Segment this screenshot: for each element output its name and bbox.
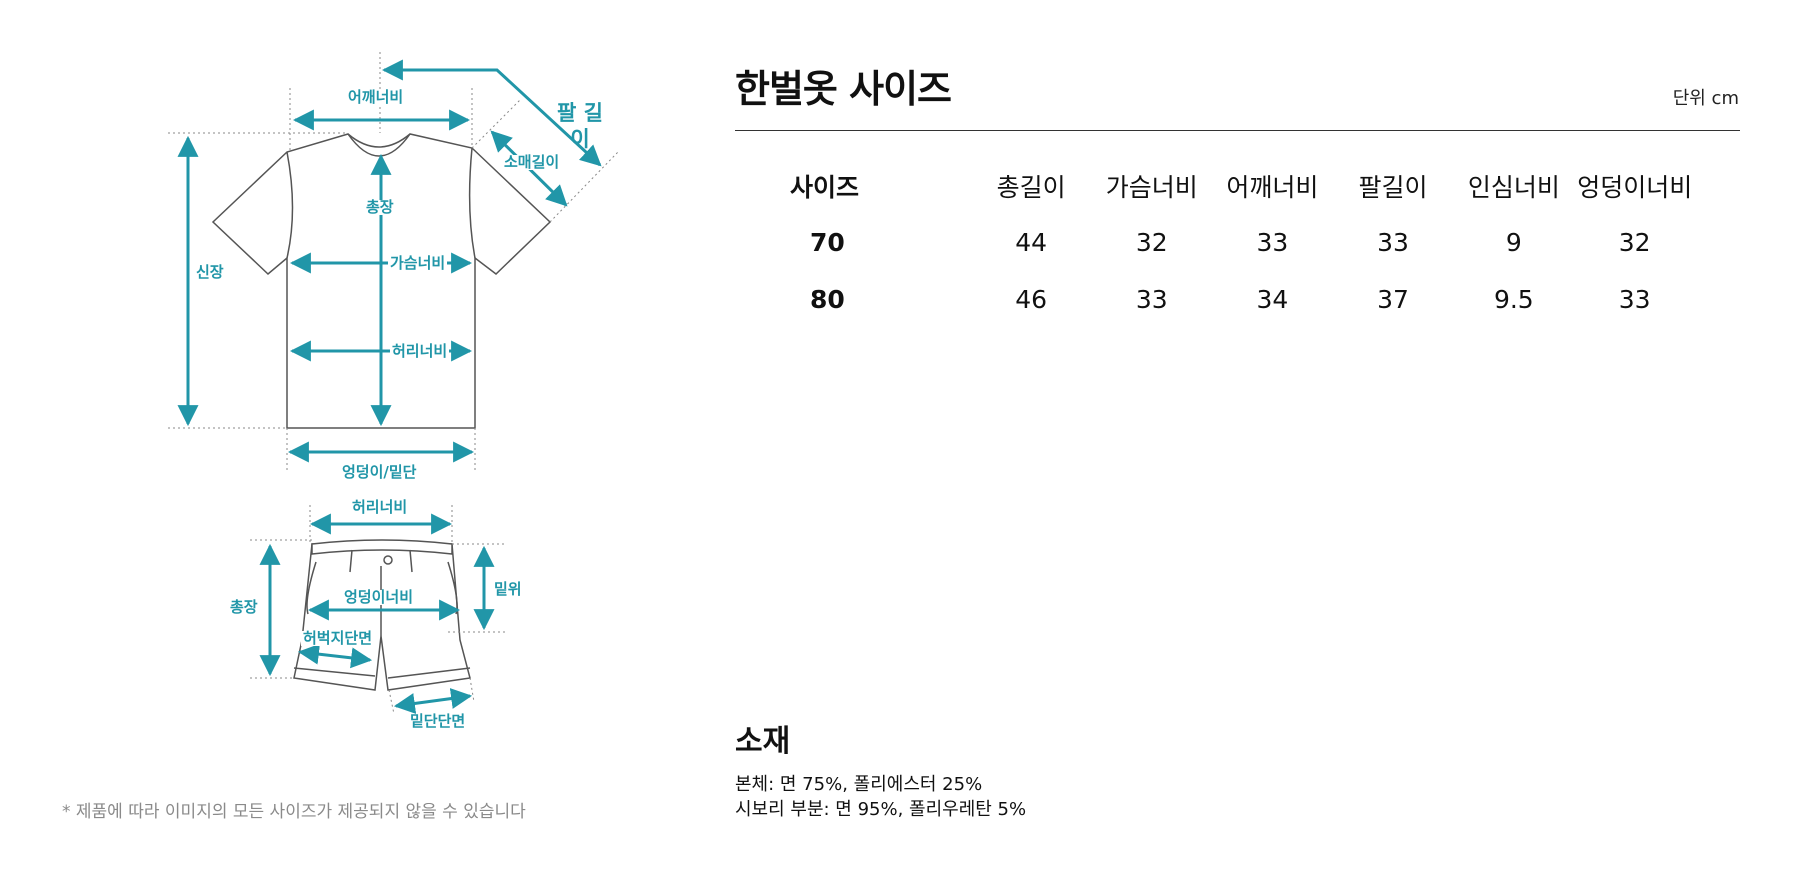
- unit-label: 단위 cm: [1672, 88, 1739, 109]
- material-line-rib: 시보리 부분: 면 95%, 폴리우레탄 5%: [735, 799, 1027, 820]
- table-cell: 34: [1256, 285, 1289, 314]
- size-table: 사이즈 총길이 가슴너비 어깨너비 팔길이 인심너비 엉덩이너비 70 44 3…: [735, 158, 1695, 328]
- table-row: 80 46 33 34 37 9.5 33: [735, 271, 1695, 328]
- label-rise: 밑위: [492, 580, 524, 598]
- table-cell: 37: [1377, 285, 1409, 314]
- table-cell: 46: [1015, 285, 1048, 314]
- label-chest-width: 가슴너비: [388, 254, 448, 272]
- label-sleeve-length-big: 팔 길이: [557, 101, 603, 152]
- table-cell: 32: [1135, 228, 1168, 257]
- label-thigh: 허벅지단면: [301, 629, 375, 647]
- label-waist-width: 허리너비: [390, 342, 450, 360]
- label-sleeve-length: 소매길이: [502, 153, 562, 171]
- material-title: 소재: [735, 724, 791, 759]
- header-shoulder: 어깨너비: [1226, 173, 1319, 202]
- label-hip-width: 엉덩이너비: [342, 588, 416, 606]
- size-guide-diagram: 어깨너비 팔 길이 소매길이 신장 총장 가슴너비 허리너비 엉덩이/밑단 허리…: [0, 0, 700, 875]
- table-cell: 9: [1505, 228, 1522, 257]
- header-total-length: 총길이: [996, 173, 1066, 202]
- label-shorts-waist: 허리너비: [350, 498, 410, 516]
- header-arm-length: 팔길이: [1358, 173, 1428, 202]
- label-shoulder-width: 어깨너비: [346, 88, 406, 106]
- header-chest: 가슴너비: [1105, 173, 1198, 202]
- label-hem: 밑단단면: [408, 712, 468, 730]
- table-cell: 32: [1618, 228, 1651, 257]
- label-height: 신장: [194, 263, 226, 281]
- header-size: 사이즈: [790, 173, 860, 202]
- table-header-row: 사이즈 총길이 가슴너비 어깨너비 팔길이 인심너비 엉덩이너비: [735, 158, 1695, 214]
- table-cell: 33: [1256, 228, 1289, 257]
- divider: [735, 130, 1740, 131]
- label-shorts-length: 총장: [228, 598, 260, 616]
- table-row: 70 44 32 33 33 9 32: [735, 214, 1695, 271]
- table-cell: 33: [1618, 285, 1651, 314]
- shorts-outline: [293, 539, 471, 691]
- table-cell: 9.5: [1493, 285, 1534, 314]
- table-cell: 33: [1135, 285, 1168, 314]
- label-hip-hem: 엉덩이/밑단: [340, 463, 419, 481]
- garment-illustration: [168, 52, 619, 715]
- page-title: 한벌옷 사이즈: [735, 67, 952, 111]
- header-hip: 엉덩이너비: [1577, 173, 1693, 202]
- table-cell: 33: [1377, 228, 1409, 257]
- header-inseam: 인심너비: [1467, 173, 1560, 202]
- material-line-body: 본체: 면 75%, 폴리에스터 25%: [735, 774, 983, 795]
- cell-size: 70: [810, 228, 845, 257]
- cell-size: 80: [810, 285, 845, 314]
- size-note: * 제품에 따라 이미지의 모든 사이즈가 제공되지 않을 수 있습니다: [62, 802, 526, 822]
- label-total-length: 총장: [364, 198, 396, 216]
- table-cell: 44: [1015, 228, 1048, 257]
